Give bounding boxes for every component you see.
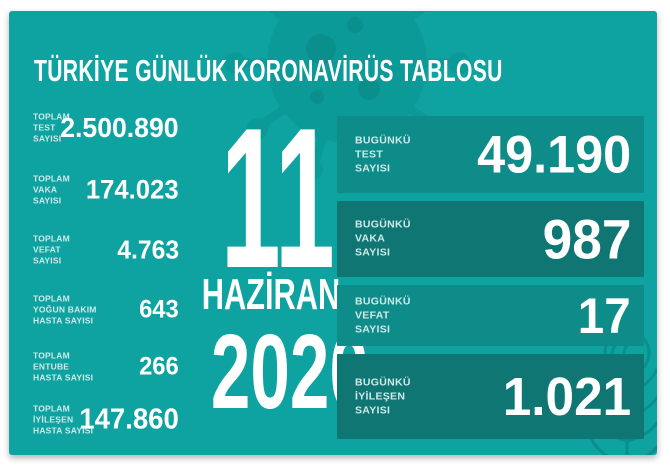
page-title: TÜRKİYE GÜNLÜK KORONAVİRÜS TABLOSU — [34, 53, 657, 89]
daily-test-label: BUGÜNKÜ TEST SAYISI — [355, 134, 411, 175]
daily-test-value: 49.190 — [476, 125, 631, 184]
total-death-row: TOPLAM VEFAT SAYISI 4.763 — [33, 227, 179, 273]
total-intubated-value: 266 — [139, 352, 179, 381]
daily-test-box: BUGÜNKÜ TEST SAYISI 49.190 — [337, 116, 644, 193]
total-recovered-label: TOPLAM İYİLEŞEN HASTA SAYISI — [33, 403, 94, 436]
total-test-value: 2.500.890 — [60, 112, 179, 143]
page-title-text: TÜRKİYE GÜNLÜK KORONAVİRÜS TABLOSU — [34, 53, 503, 88]
total-icu-row: TOPLAM YOĞUN BAKIM HASTA SAYISI 643 — [33, 287, 179, 333]
total-death-value: 4.763 — [117, 234, 179, 265]
daily-case-label: BUGÜNKÜ VAKA SAYISI — [355, 218, 411, 260]
total-intubated-label: TOPLAM ENTUBE HASTA SAYISI — [33, 350, 94, 383]
daily-case-box: BUGÜNKÜ VAKA SAYISI 987 — [337, 201, 644, 277]
daily-case-value: 987 — [542, 207, 631, 271]
daily-recovered-box: BUGÜNKÜ İYİLEŞEN SAYISI 1.021 — [337, 354, 644, 439]
total-intubated-row: TOPLAM ENTUBE HASTA SAYISI 266 — [33, 344, 179, 390]
date-year: 2020 — [210, 313, 369, 431]
total-recovered-row: TOPLAM İYİLEŞEN HASTA SAYISI 147.860 — [33, 397, 179, 443]
total-case-label: TOPLAM VAKA SAYISI — [33, 173, 70, 206]
total-case-value: 174.023 — [86, 174, 179, 205]
corona-table-card: TÜRKİYE GÜNLÜK KORONAVİRÜS TABLOSU TOPLA… — [9, 11, 657, 455]
daily-recovered-label: BUGÜNKÜ İYİLEŞEN SAYISI — [355, 376, 411, 417]
date-day: 11 — [220, 87, 335, 310]
total-death-label: TOPLAM VEFAT SAYISI — [33, 233, 70, 266]
date-column: 11 HAZİRAN 2020 — [172, 11, 369, 455]
total-test-label: TOPLAM TEST SAYISI — [33, 111, 70, 144]
daily-death-box: BUGÜNKÜ VEFAT SAYISI 17 — [337, 285, 644, 346]
total-case-row: TOPLAM VAKA SAYISI 174.023 — [33, 167, 179, 213]
total-recovered-value: 147.860 — [79, 403, 179, 436]
daily-recovered-value: 1.021 — [502, 366, 631, 427]
total-icu-label: TOPLAM YOĞUN BAKIM HASTA SAYISI — [33, 293, 97, 326]
total-test-row: TOPLAM TEST SAYISI 2.500.890 — [33, 105, 179, 151]
total-icu-value: 643 — [139, 295, 179, 324]
date-month: HAZİRAN — [201, 270, 341, 319]
daily-death-label: BUGÜNKÜ VEFAT SAYISI — [355, 295, 411, 336]
daily-death-value: 17 — [578, 287, 631, 344]
